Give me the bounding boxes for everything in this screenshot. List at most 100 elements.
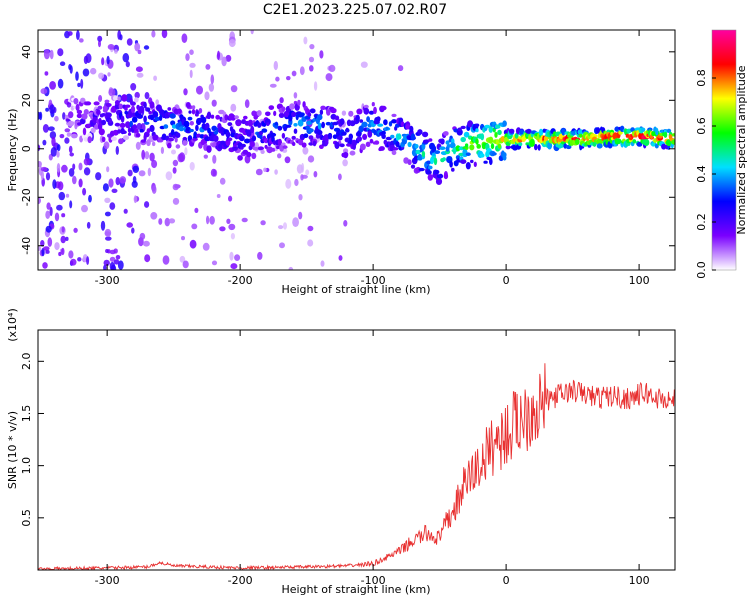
ridge-cell bbox=[410, 164, 416, 169]
noise-cell bbox=[134, 91, 140, 99]
ridge-cell bbox=[661, 143, 667, 150]
ridge-cell bbox=[374, 140, 380, 145]
ridge-cell bbox=[93, 101, 100, 106]
ridge-cell bbox=[467, 120, 474, 128]
noise-cell bbox=[138, 170, 146, 177]
noise-cell bbox=[49, 104, 55, 114]
noise-cell bbox=[283, 222, 287, 230]
ridge-cell bbox=[149, 101, 155, 109]
colorbar-tick-label: 0.0 bbox=[695, 261, 708, 279]
noise-cell bbox=[279, 242, 285, 249]
ridge-cell bbox=[120, 115, 125, 123]
ridge-cell bbox=[237, 155, 243, 161]
noise-cell bbox=[115, 254, 121, 260]
ridge-cell bbox=[529, 139, 535, 147]
ridge-cell bbox=[595, 127, 601, 134]
ridge-cell bbox=[655, 127, 659, 136]
ridge-cell bbox=[469, 144, 475, 151]
noise-cell bbox=[50, 147, 57, 157]
ridge-cell bbox=[239, 135, 245, 142]
snr-series-line bbox=[38, 363, 675, 570]
ridge-cell bbox=[297, 119, 304, 127]
snr-ylabel: SNR (10 * v/v) bbox=[6, 411, 19, 489]
noise-cell bbox=[189, 69, 193, 79]
ridge-cell bbox=[325, 121, 331, 126]
ridge-cell bbox=[277, 138, 282, 146]
noise-cell bbox=[185, 53, 190, 61]
noise-cell bbox=[47, 237, 53, 247]
noise-cell bbox=[137, 49, 142, 55]
noise-cell bbox=[150, 212, 158, 220]
ridge-cell bbox=[424, 139, 430, 143]
ridge-cell bbox=[495, 139, 500, 146]
noise-cell bbox=[260, 220, 266, 226]
ridge-cell bbox=[247, 119, 254, 127]
ridge-cell bbox=[211, 125, 217, 131]
ridge-cell bbox=[266, 122, 270, 126]
noise-cell bbox=[144, 92, 150, 100]
noise-cell bbox=[342, 159, 348, 167]
ridge-cell bbox=[338, 135, 343, 141]
chart-title: C2E1.2023.225.07.02.R07 bbox=[262, 2, 448, 18]
ridge-cell bbox=[152, 111, 159, 119]
ridge-cell bbox=[182, 140, 188, 146]
noise-cell bbox=[98, 72, 105, 80]
noise-cell bbox=[66, 101, 72, 108]
ridge-cell bbox=[122, 135, 130, 141]
ridge-cell bbox=[405, 124, 411, 130]
noise-cell bbox=[90, 67, 97, 75]
ridge-cell bbox=[474, 123, 480, 127]
noise-cell bbox=[115, 145, 120, 155]
x-tick-label: 100 bbox=[629, 274, 650, 287]
colorbar-ticks: 0.0 0.2 0.4 0.6 0.8 bbox=[695, 69, 716, 279]
noise-cell bbox=[171, 149, 176, 155]
ridge-cell bbox=[319, 109, 324, 115]
noise-cell bbox=[225, 54, 232, 62]
noise-cell bbox=[151, 30, 156, 38]
noise-cell bbox=[54, 115, 59, 122]
noise-cell bbox=[183, 88, 188, 96]
ridge-cell bbox=[339, 118, 345, 125]
noise-cell bbox=[46, 202, 51, 210]
noise-cell bbox=[95, 172, 102, 181]
noise-cell bbox=[83, 158, 90, 166]
ridge-cell bbox=[366, 116, 370, 123]
noise-cell bbox=[241, 217, 248, 223]
x-tick-label: -200 bbox=[228, 274, 253, 287]
ridge-cell bbox=[427, 174, 433, 181]
noise-cell bbox=[153, 75, 158, 81]
ridge-cell bbox=[365, 141, 371, 147]
ridge-cell bbox=[367, 130, 373, 138]
ridge-cell bbox=[274, 125, 279, 129]
ridge-cell bbox=[210, 114, 215, 119]
ridge-cell bbox=[241, 143, 246, 148]
noise-cell bbox=[78, 178, 83, 188]
noise-cell bbox=[42, 139, 47, 146]
noise-cell bbox=[40, 171, 45, 180]
x-tick-label: -300 bbox=[95, 274, 120, 287]
noise-cell bbox=[102, 183, 109, 192]
ridge-cell bbox=[470, 159, 474, 164]
noise-cell bbox=[278, 225, 284, 230]
noise-cell bbox=[309, 44, 315, 50]
noise-cell bbox=[293, 92, 298, 99]
noise-cell bbox=[211, 260, 218, 266]
noise-cell bbox=[61, 164, 68, 173]
ridge-cell bbox=[497, 129, 502, 136]
noise-cell bbox=[179, 255, 186, 263]
noise-cell bbox=[196, 85, 203, 95]
ridge-cell bbox=[277, 125, 283, 131]
noise-cell bbox=[115, 177, 121, 186]
ridge-cell bbox=[148, 110, 152, 115]
ridge-cell bbox=[118, 138, 124, 145]
noise-cell bbox=[294, 178, 299, 187]
noise-cell bbox=[97, 35, 103, 42]
noise-cell bbox=[62, 112, 66, 120]
snr-xlabel: Height of straight line (km) bbox=[281, 583, 430, 596]
noise-cell bbox=[125, 61, 130, 68]
noise-cell bbox=[126, 38, 133, 46]
ridge-cell bbox=[114, 122, 121, 127]
x-tick-label: -200 bbox=[228, 574, 253, 587]
noise-cell bbox=[81, 204, 88, 213]
